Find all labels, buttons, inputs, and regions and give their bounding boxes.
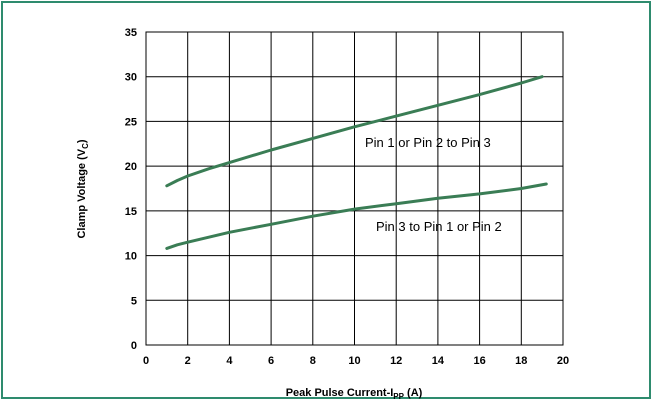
y-axis-title-main: Clamp Voltage (V	[76, 148, 88, 238]
x-tick-label: 6	[268, 355, 274, 367]
y-tick-labels: 0 5 10 15 20 25 30 35	[125, 27, 137, 352]
series-line-1	[165, 75, 544, 188]
x-tick-label: 8	[310, 355, 316, 367]
x-tick-label: 2	[185, 355, 191, 367]
y-axis-title-close: )	[76, 139, 88, 143]
x-tick-labels: 0 2 4 6 8 10 12 14 16 18 20	[143, 355, 569, 367]
x-axis-title-main: Peak Pulse Current-I	[286, 387, 394, 399]
y-tick-label: 10	[125, 251, 137, 263]
chart-frame	[1, 1, 651, 399]
series-lines	[165, 75, 548, 250]
x-axis-title-subscript: PP	[393, 392, 404, 401]
grid	[145, 31, 564, 346]
x-tick-label: 12	[390, 355, 402, 367]
x-tick-label: 14	[432, 355, 445, 367]
series-line-2	[165, 182, 548, 250]
x-tick-label: 0	[143, 355, 149, 367]
x-axis-title: Peak Pulse Current-IPP (A)	[286, 387, 423, 401]
x-tick-label: 16	[473, 355, 485, 367]
plot-area	[145, 31, 564, 346]
x-tick-label: 18	[515, 355, 527, 367]
y-tick-label: 20	[125, 161, 137, 173]
x-tick-label: 20	[557, 355, 569, 367]
y-axis-title-subscript: C	[81, 143, 90, 149]
series-annotation-2: Pin 3 to Pin 1 or Pin 2	[376, 219, 502, 234]
series-annotation-1: Pin 1 or Pin 2 to Pin 3	[365, 135, 491, 150]
x-tick-label: 4	[226, 355, 233, 367]
y-axis-title: Clamp Voltage (VC)	[76, 139, 90, 238]
y-tick-label: 5	[131, 295, 137, 307]
y-tick-label: 0	[131, 340, 137, 352]
y-tick-label: 25	[125, 116, 137, 128]
y-tick-label: 15	[125, 206, 137, 218]
y-tick-label: 30	[125, 72, 137, 84]
y-tick-label: 35	[125, 27, 137, 39]
x-axis-title-unit: (A)	[404, 387, 423, 399]
x-tick-label: 10	[348, 355, 360, 367]
